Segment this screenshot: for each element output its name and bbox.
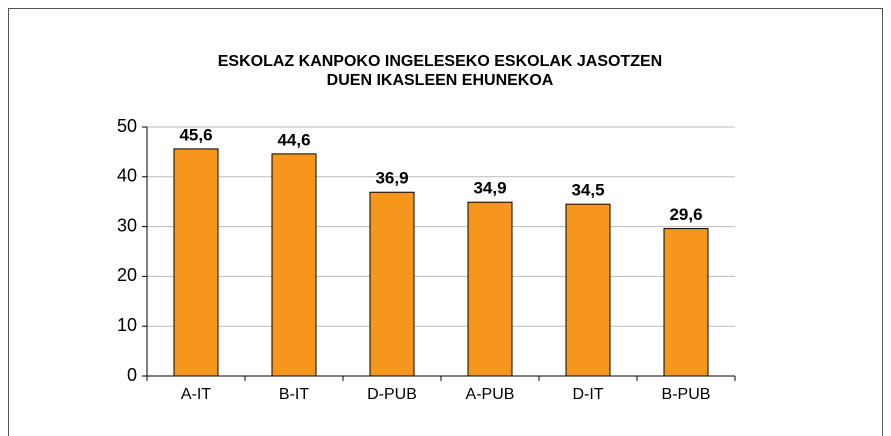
y-tick-label: 50 (117, 116, 137, 136)
y-tick-label: 10 (117, 315, 137, 335)
bar (369, 191, 415, 377)
value-label: 29,6 (669, 205, 702, 224)
x-tick-label: D-IT (572, 386, 603, 403)
chart-title: DUEN IKASLEEN EHUNEKOA (327, 72, 554, 89)
x-tick-label: B-PUB (662, 386, 711, 403)
bar (271, 153, 317, 377)
value-label: 45,6 (179, 125, 212, 144)
chart-title: ESKOLAZ KANPOKO INGELESEKO ESKOLAK JASOT… (218, 53, 662, 70)
y-tick-label: 30 (117, 215, 137, 235)
bar (565, 203, 611, 377)
value-label: 34,9 (473, 179, 506, 198)
x-tick-label: B-IT (279, 386, 309, 403)
frame (8, 8, 883, 436)
bar (173, 148, 219, 377)
value-label: 34,5 (571, 181, 604, 200)
bar (663, 228, 709, 377)
x-tick-label: D-PUB (367, 386, 417, 403)
y-tick-label: 40 (117, 166, 137, 186)
x-tick-label: A-PUB (466, 386, 515, 403)
value-label: 44,6 (277, 130, 310, 149)
bar (467, 201, 513, 377)
x-tick-label: A-IT (181, 386, 211, 403)
y-tick-label: 0 (127, 365, 137, 385)
value-label: 36,9 (375, 169, 408, 188)
y-tick-label: 20 (117, 265, 137, 285)
